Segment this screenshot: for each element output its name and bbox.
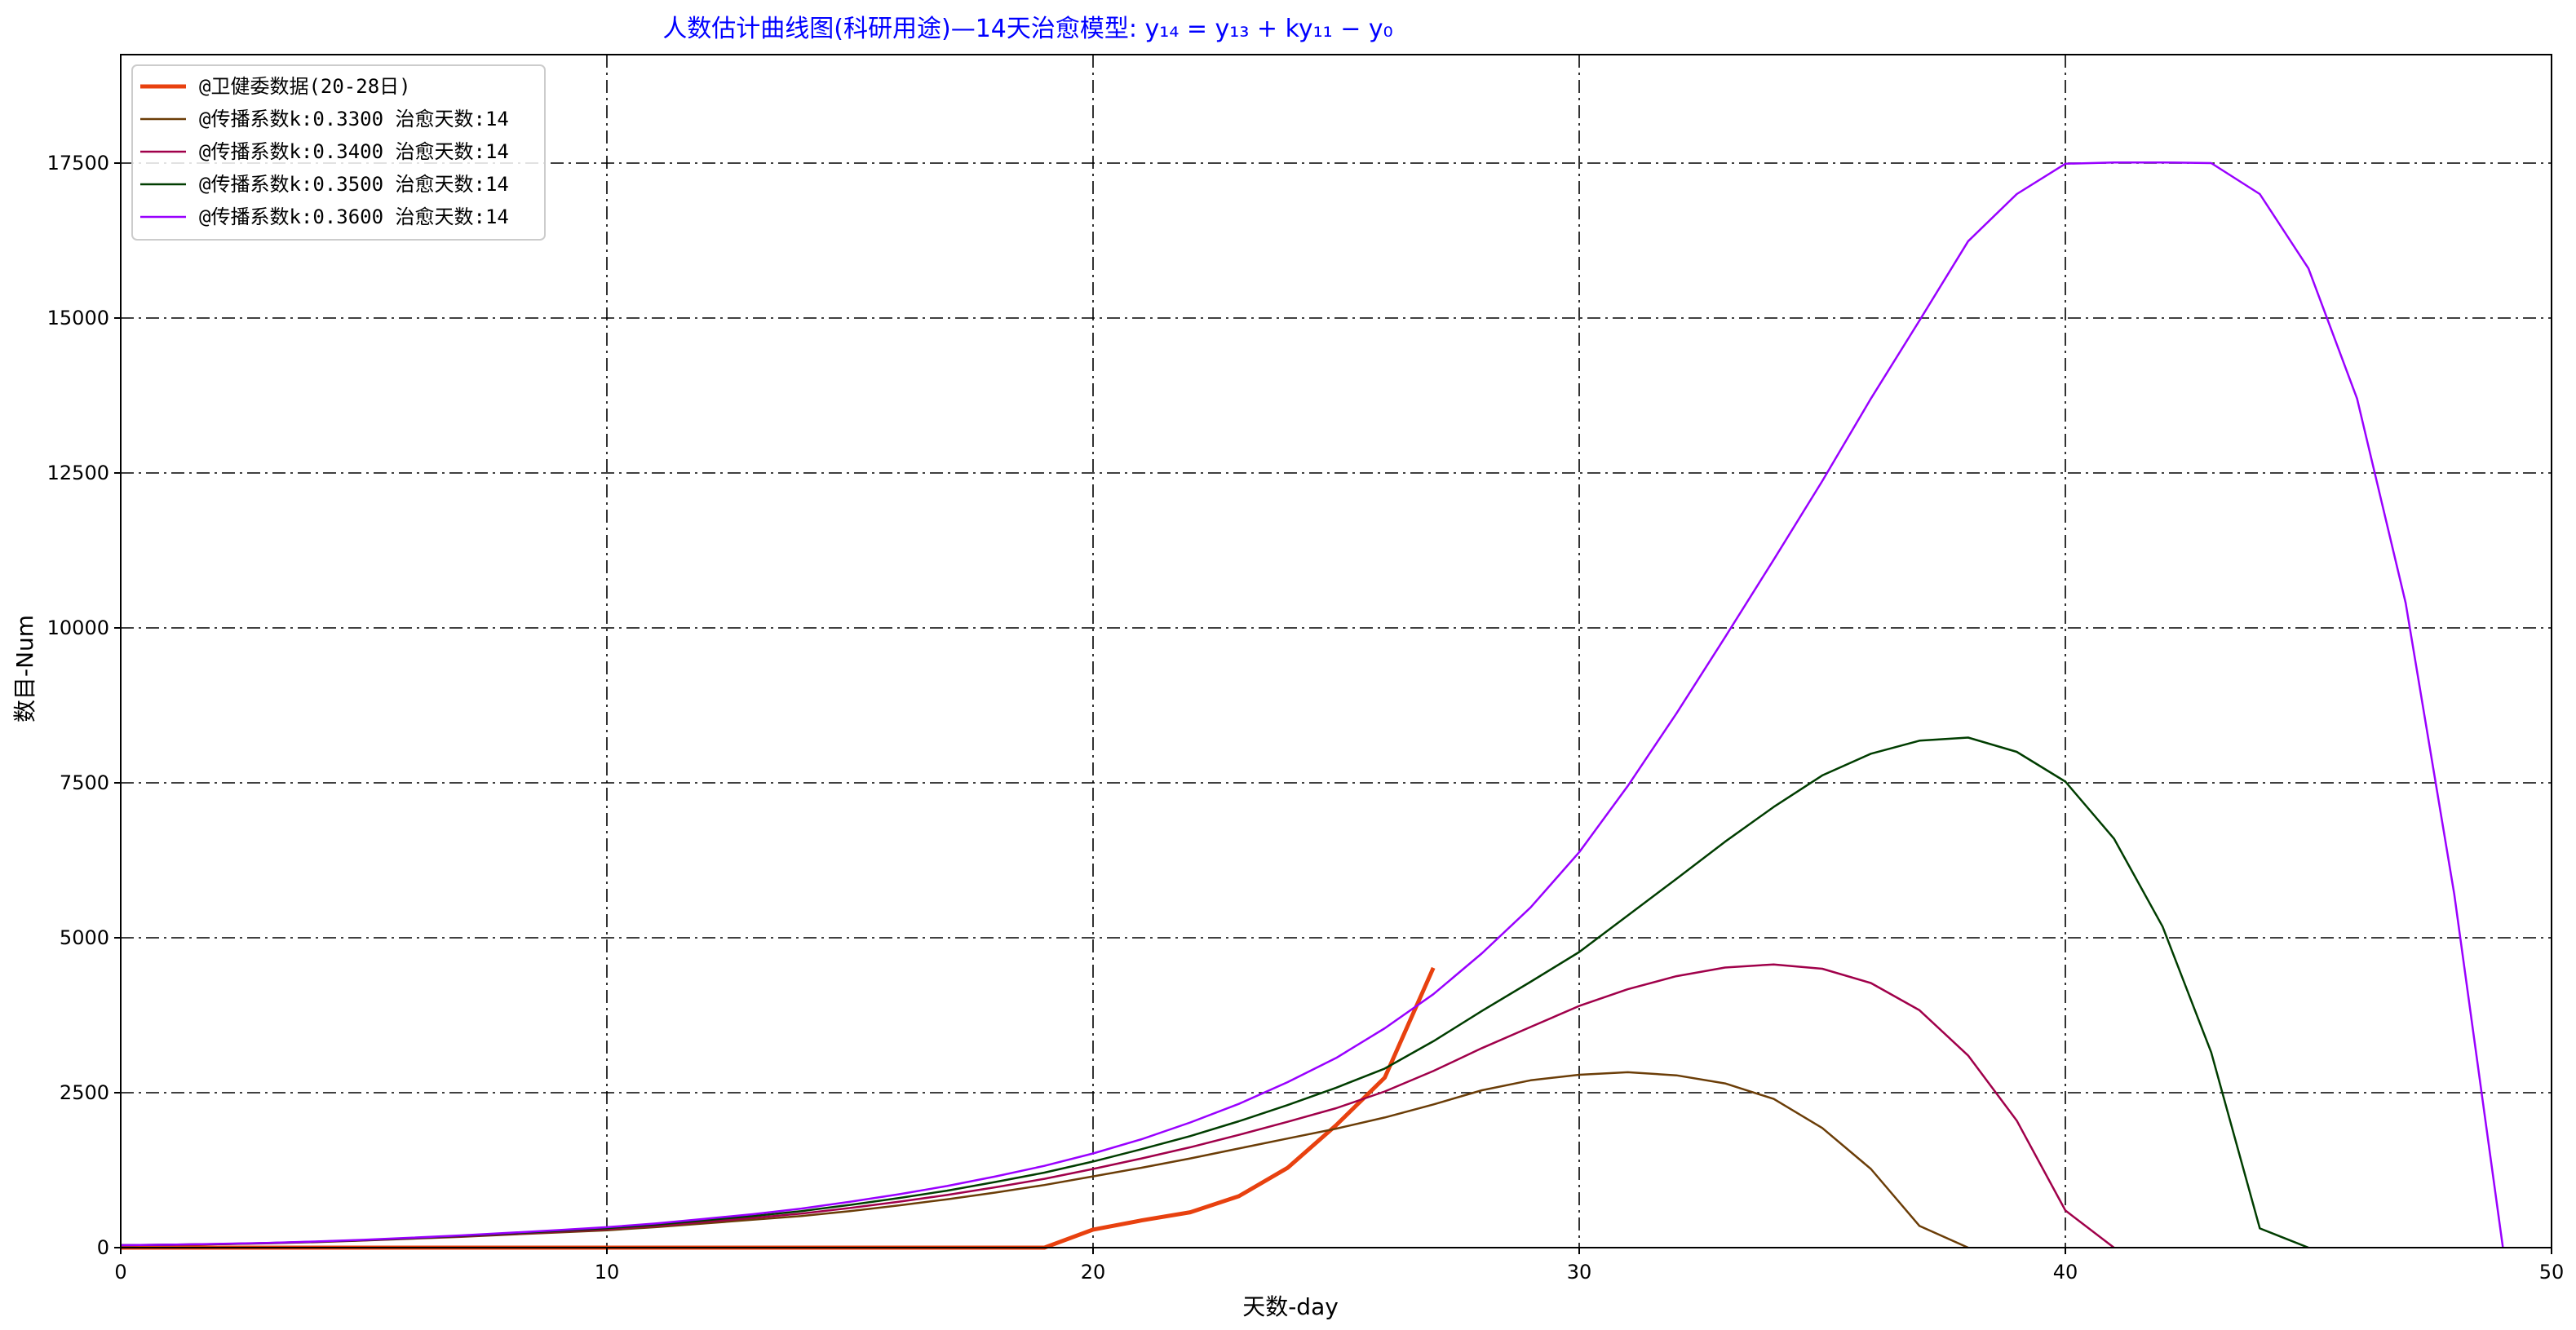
x-axis-label: 天数-day — [1242, 1293, 1339, 1320]
legend-entry-label: @传播系数k:0.3400 治愈天数:14 — [199, 140, 509, 163]
series-line-5 — [120, 161, 2504, 1248]
legend-box — [131, 64, 546, 241]
legend-entry-label: @传播系数k:0.3600 治愈天数:14 — [199, 205, 509, 228]
x-tick-label: 20 — [1081, 1261, 1106, 1284]
plot-frame — [120, 54, 2552, 1248]
ticks: 0 10 20 30 40 50 0 2500 5000 7500 10000 12500 15000 1… — [47, 152, 2565, 1284]
series-line-4 — [120, 736, 2309, 1249]
y-tick-label: 5000 — [60, 926, 109, 949]
y-tick-label: 2500 — [60, 1081, 109, 1104]
series-line-3 — [120, 963, 2115, 1248]
y-tick-label: 0 — [97, 1236, 109, 1259]
y-tick-label: 15000 — [47, 307, 109, 329]
y-tick-label: 12500 — [47, 462, 109, 484]
legend: @卫健委数据(20-28日) @传播系数k:0.3300 治愈天数:14 @传播系数… — [131, 64, 546, 241]
series-line-2 — [120, 1071, 1969, 1249]
legend-entry-label: @传播系数k:0.3500 治愈天数:14 — [199, 173, 509, 196]
x-tick-label: 50 — [2539, 1261, 2565, 1284]
y-tick-label: 17500 — [47, 152, 109, 175]
legend-entry-label: @卫健委数据(20-28日) — [199, 75, 411, 98]
y-tick-label: 7500 — [60, 771, 109, 794]
series-line-1 — [121, 966, 1436, 1250]
x-tick-label: 10 — [595, 1261, 620, 1284]
y-axis-label: 数目-Num — [11, 615, 38, 722]
legend-entry-label: @传播系数k:0.3300 治愈天数:14 — [199, 108, 509, 130]
x-tick-label: 30 — [1567, 1261, 1592, 1284]
x-tick-label: 40 — [2053, 1261, 2078, 1284]
y-tick-label: 10000 — [47, 616, 109, 639]
series-lines — [120, 161, 2504, 1250]
x-tick-label: 0 — [114, 1261, 126, 1284]
chart-title: 人数估计曲线图(科研用途)—14天治愈模型: y₁₄ = y₁₃ + ky₁₁ … — [662, 15, 1392, 43]
grid — [121, 55, 2552, 1248]
